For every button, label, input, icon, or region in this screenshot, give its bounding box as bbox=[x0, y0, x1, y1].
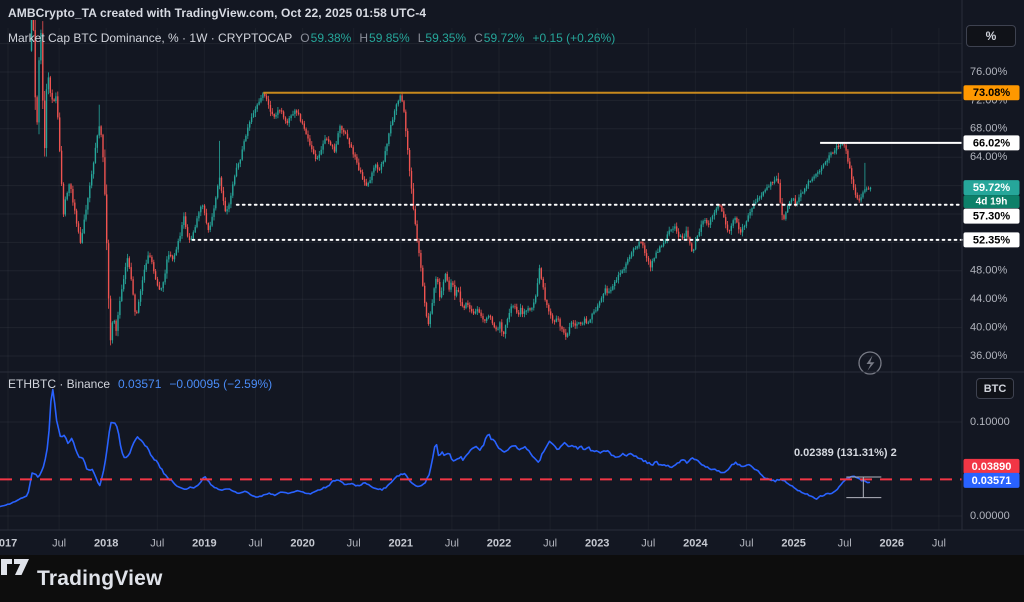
svg-text:0.10000: 0.10000 bbox=[970, 416, 1010, 428]
tradingview-brand-text[interactable]: TradingView bbox=[37, 566, 163, 590]
svg-text:Jul: Jul bbox=[739, 537, 753, 549]
svg-text:0.03571: 0.03571 bbox=[972, 475, 1012, 487]
btc-dominance-candlestick-series bbox=[30, 20, 872, 346]
dominance-legend[interactable]: Market Cap BTC Dominance, % · 1W · CRYPT… bbox=[8, 31, 615, 45]
svg-text:0.00000: 0.00000 bbox=[970, 510, 1010, 522]
ohlc-high-label: H bbox=[359, 31, 369, 45]
price-scale[interactable]: 76.00%72.00%68.00%64.00%48.00%44.00%40.0… bbox=[970, 66, 1010, 522]
ethbtc-legend-title: ETHBTC · Binance bbox=[8, 377, 111, 391]
svg-text:59.72%: 59.72% bbox=[973, 182, 1011, 194]
price-range-label: 0.02389 (131.31%) 2 bbox=[794, 447, 897, 459]
svg-text:66.02%: 66.02% bbox=[973, 137, 1011, 149]
attribution-text: AMBCrypto_TA created with TradingView.co… bbox=[8, 6, 427, 20]
badge-4d 19h bbox=[963, 195, 1020, 209]
svg-text:2022: 2022 bbox=[487, 537, 511, 549]
svg-text:40.00%: 40.00% bbox=[970, 322, 1008, 334]
svg-text:Jul: Jul bbox=[248, 537, 262, 549]
ohlc-open-value: 59.38% bbox=[310, 31, 352, 45]
svg-text:2025: 2025 bbox=[781, 537, 805, 549]
badge-52.35% bbox=[963, 232, 1020, 248]
svg-text:73.08%: 73.08% bbox=[973, 87, 1011, 99]
svg-text:36.00%: 36.00% bbox=[970, 350, 1008, 362]
chart-plot-area[interactable] bbox=[0, 0, 962, 530]
ethbtc-last-value: 0.03571 bbox=[118, 377, 162, 391]
svg-text:2023: 2023 bbox=[585, 537, 609, 549]
badge-66.02% bbox=[963, 135, 1020, 151]
svg-text:Jul: Jul bbox=[347, 537, 361, 549]
percent-scale-button[interactable]: % bbox=[966, 25, 1016, 47]
time-axis[interactable]: 017 Jul 2018 Jul 2019 Jul 2020 Jul 2021 Jul 2022 Ju… bbox=[0, 537, 946, 549]
svg-text:2021: 2021 bbox=[389, 537, 413, 549]
tradingview-footer-bar: TradingView bbox=[0, 555, 1024, 602]
badge-59.72% bbox=[963, 180, 1020, 196]
dominance-legend-title: Market Cap BTC Dominance, % · 1W · CRYPT… bbox=[8, 31, 293, 45]
svg-text:2026: 2026 bbox=[880, 537, 904, 549]
svg-text:2019: 2019 bbox=[192, 537, 216, 549]
svg-text:Jul: Jul bbox=[150, 537, 164, 549]
btc-scale-button[interactable]: BTC bbox=[976, 378, 1014, 399]
pane-separators bbox=[0, 0, 1024, 531]
svg-text:0.03890: 0.03890 bbox=[972, 461, 1012, 473]
svg-text:52.35%: 52.35% bbox=[973, 234, 1011, 246]
tradingview-logo-icon[interactable] bbox=[0, 555, 30, 579]
ohlc-high-value: 59.85% bbox=[369, 31, 410, 45]
svg-text:64.00%: 64.00% bbox=[970, 151, 1008, 163]
ethbtc-legend[interactable]: ETHBTC · Binance 0.03571 −0.00095 (−2.59%) bbox=[8, 377, 272, 391]
svg-text:017: 017 bbox=[0, 537, 17, 549]
dominance-level-lines[interactable] bbox=[191, 91, 963, 241]
svg-text:44.00%: 44.00% bbox=[970, 293, 1008, 305]
svg-text:2024: 2024 bbox=[683, 537, 708, 549]
svg-text:2018: 2018 bbox=[94, 537, 118, 549]
svg-text:4d 19h: 4d 19h bbox=[976, 197, 1008, 208]
ohlc-close-value: 59.72% bbox=[483, 31, 525, 45]
ohlc-open-label: O bbox=[300, 31, 310, 45]
grid-lines bbox=[0, 28, 962, 530]
ohlc-low-label: L bbox=[417, 31, 425, 45]
svg-text:Jul: Jul bbox=[543, 537, 557, 549]
svg-text:68.00%: 68.00% bbox=[970, 123, 1008, 135]
price-range-tool[interactable] bbox=[846, 476, 882, 499]
svg-text:Jul: Jul bbox=[445, 537, 459, 549]
ohlc-close-label: C bbox=[474, 31, 483, 45]
svg-text:76.00%: 76.00% bbox=[970, 66, 1008, 78]
dominance-change-value: +0.15 (+0.26%) bbox=[532, 31, 616, 45]
svg-text:Jul: Jul bbox=[838, 537, 852, 549]
lightning-icon[interactable] bbox=[858, 351, 882, 375]
price-badges: 73.08% 66.02% 59.72% 4d 19h 57.30% 52.35% 0.03… bbox=[963, 85, 1020, 488]
ohlc-low-value: 59.35% bbox=[425, 31, 467, 45]
badge-0.03890 bbox=[963, 458, 1020, 474]
svg-text:57.30%: 57.30% bbox=[973, 211, 1011, 223]
svg-text:Jul: Jul bbox=[932, 537, 946, 549]
svg-text:48.00%: 48.00% bbox=[970, 265, 1008, 277]
chart-canvas[interactable]: 0.02389 (131.31%) 276.00%72.00%68.00%64.… bbox=[0, 0, 1024, 555]
svg-text:2020: 2020 bbox=[290, 537, 314, 549]
ethbtc-change-value: −0.00095 (−2.59%) bbox=[169, 377, 273, 391]
svg-text:Jul: Jul bbox=[641, 537, 655, 549]
badge-57.30% bbox=[963, 208, 1020, 224]
badge-73.08% bbox=[963, 85, 1020, 101]
badge-0.03571 bbox=[963, 472, 1020, 488]
svg-text:Jul: Jul bbox=[52, 537, 66, 549]
ethbtc-line-series bbox=[0, 388, 871, 508]
